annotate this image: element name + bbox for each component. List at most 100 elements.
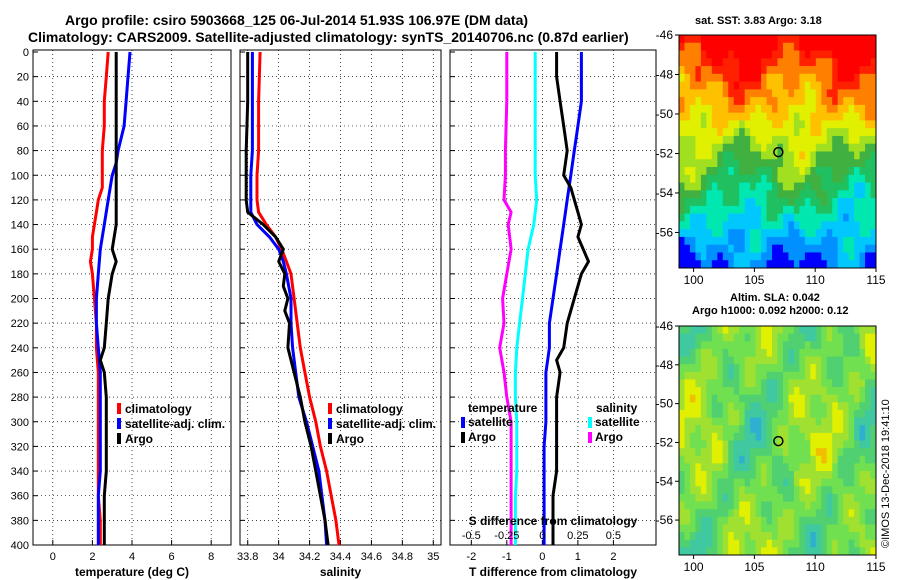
map-cell — [684, 547, 691, 556]
map-cell — [700, 448, 707, 457]
map-cell — [815, 167, 822, 176]
map-cell — [859, 213, 866, 222]
map-cell — [728, 509, 735, 518]
map-cell — [711, 73, 718, 83]
map-cell — [695, 151, 702, 160]
map-cell — [815, 471, 822, 480]
map-cell — [706, 348, 713, 358]
map-cell — [870, 167, 877, 176]
map-cell — [777, 501, 784, 510]
map-cell — [700, 81, 707, 90]
map-cell — [766, 501, 773, 510]
map-cell — [766, 221, 773, 230]
map-cell — [799, 371, 806, 380]
map-cell — [722, 167, 729, 176]
map-cell — [859, 174, 866, 184]
map-cell — [826, 89, 833, 98]
map-cell — [793, 417, 800, 426]
map-cell — [717, 547, 724, 556]
map-cell — [859, 159, 866, 168]
map-cell — [772, 425, 778, 434]
map-cell — [689, 478, 696, 487]
map-cell — [766, 371, 773, 380]
map-cell — [700, 221, 707, 230]
map-cell — [722, 159, 729, 168]
map-cell — [755, 509, 762, 518]
map-cell — [717, 371, 724, 380]
map-cell — [843, 516, 850, 525]
map-cell — [766, 66, 773, 75]
map-cell — [804, 379, 811, 388]
map-cell — [739, 221, 746, 230]
map-cell — [865, 35, 872, 44]
map-cell — [695, 221, 702, 230]
map-cell — [733, 58, 740, 67]
map-cell — [766, 174, 773, 184]
map-cell — [821, 471, 828, 480]
map-cell — [782, 371, 789, 380]
map-cell — [689, 387, 696, 396]
map-cell — [728, 417, 735, 426]
map-cell — [684, 190, 691, 199]
map-cell — [859, 260, 866, 269]
map-cell — [722, 229, 729, 238]
map-cell — [848, 409, 855, 419]
map-cell — [821, 81, 828, 90]
map-cell — [810, 501, 817, 510]
map-cell — [711, 326, 718, 335]
map-cell — [766, 244, 773, 253]
map-cell — [848, 509, 855, 518]
legend-label: satellite — [595, 415, 640, 429]
map-cell — [695, 229, 702, 238]
map-cell — [739, 252, 746, 261]
map-cell — [870, 244, 877, 253]
map-cell — [728, 120, 735, 129]
map-cell — [815, 516, 822, 525]
map-cell — [832, 213, 839, 222]
map-cell — [837, 89, 844, 98]
map-cell — [744, 471, 751, 480]
map-cell — [772, 205, 778, 215]
map-cell — [870, 348, 877, 358]
map-cell — [684, 260, 691, 269]
map-cell — [848, 326, 855, 335]
map-cell — [679, 167, 685, 176]
map-cell — [848, 50, 855, 59]
map-cell — [777, 509, 784, 518]
map-cell — [755, 73, 762, 83]
map-cell — [859, 229, 866, 238]
map-cell — [870, 547, 877, 556]
map-cell — [870, 151, 877, 160]
map-cell — [870, 333, 877, 342]
map-cell — [744, 81, 751, 90]
map-cell — [865, 371, 872, 380]
y-tick-label: 0 — [23, 47, 29, 59]
map-cell — [799, 112, 806, 121]
map-cell — [870, 532, 877, 541]
map-cell — [722, 182, 729, 191]
map-cell — [793, 371, 800, 380]
map-cell — [870, 539, 877, 548]
map-cell — [689, 394, 696, 403]
map-cell — [739, 516, 746, 525]
map-cell — [865, 509, 872, 518]
map-cell — [788, 42, 795, 52]
map-cell — [826, 182, 833, 191]
map-cell — [706, 455, 713, 464]
map-cell — [739, 143, 746, 152]
map-cell — [832, 58, 839, 67]
map-cell — [728, 244, 735, 253]
map-cell — [755, 190, 762, 199]
map-cell — [832, 174, 839, 184]
map-cell — [870, 341, 877, 350]
map-cell — [810, 151, 817, 160]
map-cell — [843, 471, 850, 480]
map-cell — [744, 387, 751, 396]
map-cell — [717, 463, 724, 472]
map-cell — [799, 348, 806, 358]
map-cell — [837, 213, 844, 222]
map-cell — [848, 463, 855, 472]
map-cell — [826, 333, 833, 342]
map-cell — [870, 81, 877, 90]
map-cell — [865, 364, 872, 373]
